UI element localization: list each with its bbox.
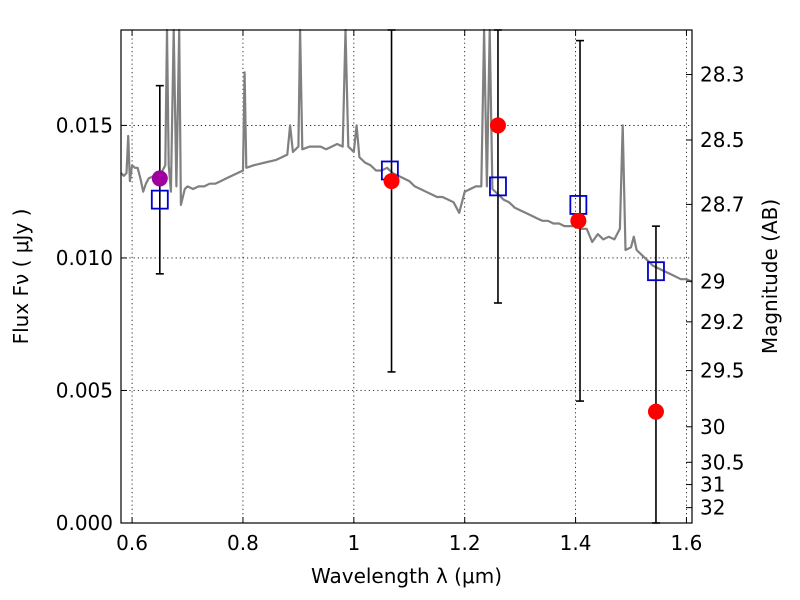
y-tick-label: 0.000: [56, 511, 113, 535]
x-tick-label: 1: [347, 531, 360, 555]
filled-circle-point: [383, 173, 400, 190]
errorbar-layer: [155, 29, 660, 524]
grid-layer: [121, 30, 692, 524]
y2-tick-label: 31: [700, 473, 725, 497]
x-tick-label: 1.2: [449, 531, 481, 555]
marker-layer: [150, 117, 665, 420]
y2-tick-label: 29.5: [700, 359, 745, 383]
filled-circle-point: [151, 170, 168, 187]
y-tick-label: 0.010: [56, 246, 113, 270]
open-square-point: [569, 195, 588, 215]
tick-layer: 0.6 0.8 1 1.2 1.4 1.6 0.000 0.005 0.010 0.015 28.3…: [56, 30, 745, 555]
open-square-point: [150, 189, 169, 210]
y2-tick-label: 30.5: [700, 450, 745, 474]
x-tick-label: 1.6: [671, 531, 703, 555]
filled-circle-point: [570, 212, 587, 229]
x-tick-label: 1.4: [560, 531, 592, 555]
filled-circle-point: [489, 117, 506, 134]
y-tick-label: 0.005: [56, 378, 113, 402]
open-square-point: [489, 176, 507, 197]
filled-circle-point: [647, 403, 664, 420]
y2-tick-label: 29.2: [700, 310, 745, 334]
y2-tick-label: 29: [700, 269, 725, 293]
open-square-point: [647, 261, 665, 282]
x-tick-label: 0.6: [116, 531, 148, 555]
y2-tick-label: 32: [700, 496, 725, 520]
x-axis-label: Wavelength λ (μm): [311, 564, 502, 588]
y2-tick-label: 28.3: [700, 63, 745, 87]
y2-axis-label: Magnitude (AB): [758, 199, 782, 354]
spectrum-layer: [120, 28, 693, 283]
y-axis-label: Flux Fν ( μJy ): [9, 209, 33, 345]
y2-tick-label: 28.7: [700, 192, 745, 216]
plot-frame: [120, 29, 693, 524]
y2-tick-label: 28.5: [700, 128, 745, 152]
y2-tick-label: 30: [700, 415, 725, 439]
y-tick-label: 0.015: [56, 113, 113, 137]
spectrum-line: [120, 28, 693, 283]
x-tick-label: 0.8: [227, 531, 259, 555]
